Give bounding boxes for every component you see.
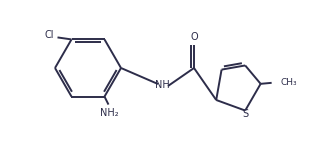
Text: O: O xyxy=(190,32,198,42)
Text: NH₂: NH₂ xyxy=(100,108,119,118)
Text: S: S xyxy=(242,109,248,119)
Text: NH: NH xyxy=(154,80,169,90)
Text: Cl: Cl xyxy=(45,30,54,40)
Text: CH₃: CH₃ xyxy=(281,78,297,87)
